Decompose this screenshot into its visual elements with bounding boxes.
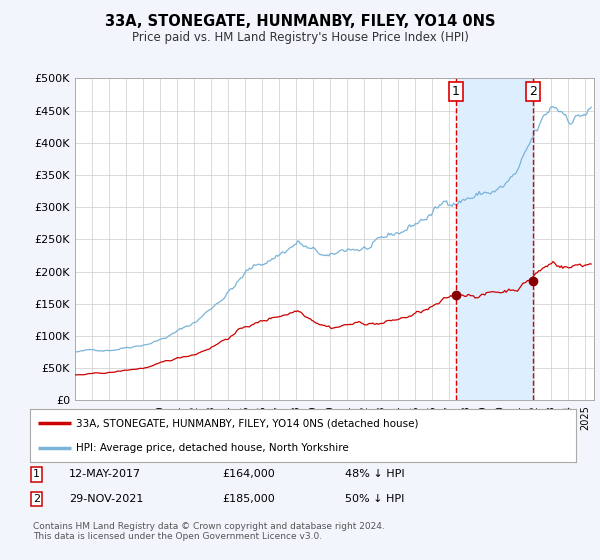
Text: 29-NOV-2021: 29-NOV-2021 <box>69 494 143 504</box>
Text: £185,000: £185,000 <box>222 494 275 504</box>
Text: 2: 2 <box>529 85 537 98</box>
Text: £164,000: £164,000 <box>222 469 275 479</box>
Text: 33A, STONEGATE, HUNMANBY, FILEY, YO14 0NS (detached house): 33A, STONEGATE, HUNMANBY, FILEY, YO14 0N… <box>76 418 419 428</box>
Text: 1: 1 <box>452 85 460 98</box>
Text: 33A, STONEGATE, HUNMANBY, FILEY, YO14 0NS: 33A, STONEGATE, HUNMANBY, FILEY, YO14 0N… <box>105 14 495 29</box>
Text: 2: 2 <box>33 494 40 504</box>
Text: 50% ↓ HPI: 50% ↓ HPI <box>345 494 404 504</box>
Text: Price paid vs. HM Land Registry's House Price Index (HPI): Price paid vs. HM Land Registry's House … <box>131 31 469 44</box>
Text: 1: 1 <box>33 469 40 479</box>
Text: HPI: Average price, detached house, North Yorkshire: HPI: Average price, detached house, Nort… <box>76 442 349 452</box>
Text: 12-MAY-2017: 12-MAY-2017 <box>69 469 141 479</box>
Text: Contains HM Land Registry data © Crown copyright and database right 2024.
This d: Contains HM Land Registry data © Crown c… <box>33 522 385 542</box>
Bar <box>455 78 533 400</box>
Text: 48% ↓ HPI: 48% ↓ HPI <box>345 469 404 479</box>
